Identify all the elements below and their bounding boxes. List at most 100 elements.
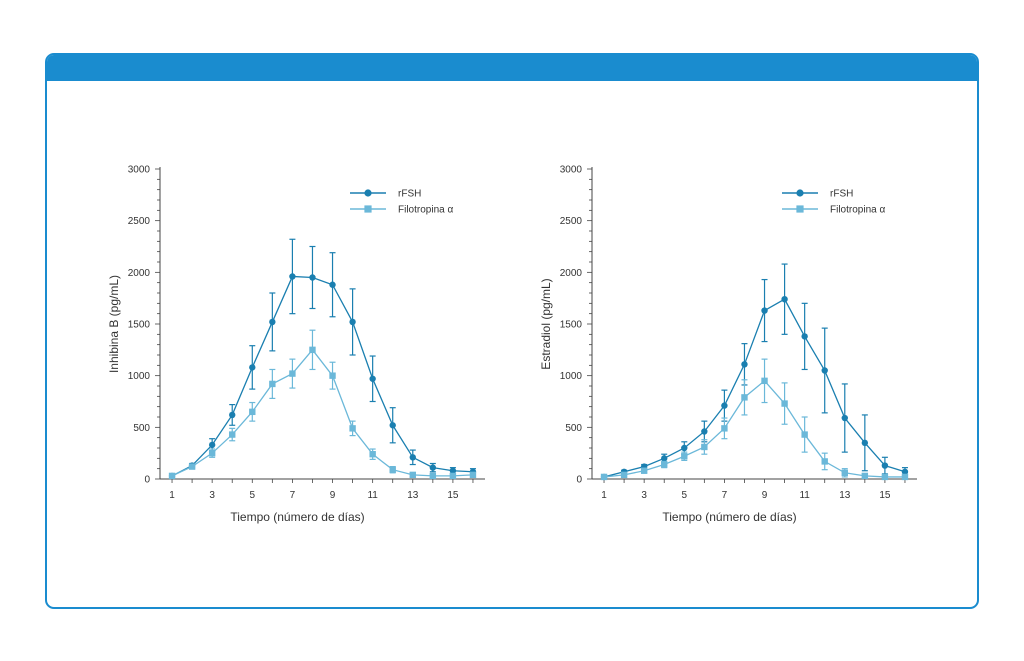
x-tick-label: 15 [879, 490, 891, 501]
legend-label: rFSH [398, 189, 421, 200]
y-tick-label: 1500 [560, 320, 583, 331]
data-point [741, 394, 748, 401]
series-line [171, 275, 473, 477]
legend-label: Filotropina α [830, 205, 885, 216]
y-tick-label: 2000 [128, 268, 151, 279]
data-point [761, 377, 768, 385]
series-rfsh [600, 263, 909, 481]
x-tick-label: 3 [209, 490, 215, 501]
data-point [600, 473, 608, 481]
data-point [640, 467, 648, 474]
data-point [309, 274, 316, 281]
data-point [249, 364, 256, 371]
data-point [469, 471, 477, 479]
data-point [409, 471, 416, 479]
data-point [269, 380, 276, 388]
data-point [681, 453, 688, 460]
y-tick-label: 0 [144, 475, 150, 486]
data-point [369, 451, 376, 458]
data-point [349, 318, 356, 326]
y-tick-label: 1000 [128, 371, 151, 382]
card-header-bar [47, 55, 977, 81]
data-point [208, 449, 216, 457]
data-point [429, 464, 437, 471]
x-tick-label: 7 [290, 490, 296, 501]
x-tick-label: 15 [447, 490, 459, 501]
data-point [801, 431, 808, 438]
y-tick-label: 500 [133, 423, 150, 434]
data-point [801, 333, 808, 340]
data-point [289, 273, 296, 280]
x-axis-label: Tiempo (número de días) [662, 510, 796, 524]
legend-label: rFSH [830, 189, 853, 200]
data-point [208, 441, 216, 449]
data-point [721, 425, 728, 432]
data-point [289, 370, 296, 377]
data-point [681, 444, 688, 452]
y-tick-label: 1000 [560, 371, 583, 382]
data-point [841, 469, 848, 476]
x-tick-label: 13 [407, 490, 419, 501]
legend-marker [364, 205, 372, 213]
data-point [861, 439, 869, 447]
series-line [603, 298, 906, 478]
data-point [369, 375, 376, 382]
data-point [329, 281, 336, 288]
data-point [781, 296, 788, 303]
x-tick-label: 9 [762, 490, 768, 501]
data-point [429, 472, 437, 480]
series-filotropina [600, 358, 909, 481]
x-tick-label: 7 [722, 490, 728, 501]
y-tick-label: 1500 [128, 320, 151, 331]
y-axis-label: Estradiol (pg/mL) [539, 278, 553, 369]
y-tick-label: 2500 [128, 216, 151, 227]
y-tick-label: 3000 [560, 165, 583, 176]
legend-marker [796, 205, 804, 213]
data-point [329, 372, 336, 379]
data-point [309, 346, 316, 354]
data-point [661, 455, 668, 462]
data-point [620, 471, 628, 479]
data-point [781, 400, 788, 407]
data-point [661, 461, 668, 468]
data-point [229, 411, 236, 419]
y-tick-label: 3000 [128, 165, 151, 176]
series-line [603, 379, 905, 478]
series-line [171, 348, 473, 477]
data-point [901, 468, 909, 475]
x-tick-label: 5 [682, 490, 688, 501]
x-tick-label: 5 [250, 490, 256, 501]
data-point [701, 443, 708, 451]
data-point [881, 462, 889, 469]
x-tick-label: 9 [330, 490, 336, 501]
y-tick-label: 2000 [560, 268, 583, 279]
data-point [901, 473, 909, 481]
y-axis-label: Inhibina B (pg/mL) [107, 275, 121, 373]
data-point [881, 473, 889, 481]
data-point [349, 425, 356, 432]
x-tick-label: 11 [799, 490, 810, 501]
data-point [409, 454, 416, 461]
x-tick-label: 3 [641, 490, 647, 501]
data-point [449, 467, 457, 474]
data-point [841, 414, 848, 422]
data-point [168, 472, 176, 480]
legend-label: Filotropina α [398, 205, 453, 216]
data-point [721, 402, 728, 409]
data-point [821, 458, 828, 465]
x-axis-label: Tiempo (número de días) [230, 510, 364, 524]
legend-marker [796, 189, 804, 197]
data-point [389, 466, 396, 473]
x-tick-label: 1 [169, 490, 175, 501]
data-point [821, 367, 828, 374]
x-tick-label: 11 [367, 490, 378, 501]
y-tick-label: 2500 [560, 216, 583, 227]
data-point [861, 472, 869, 480]
legend-marker [364, 189, 372, 197]
series-rfsh [168, 238, 477, 480]
data-point [761, 307, 768, 314]
data-point [389, 422, 396, 429]
data-point [249, 408, 256, 416]
